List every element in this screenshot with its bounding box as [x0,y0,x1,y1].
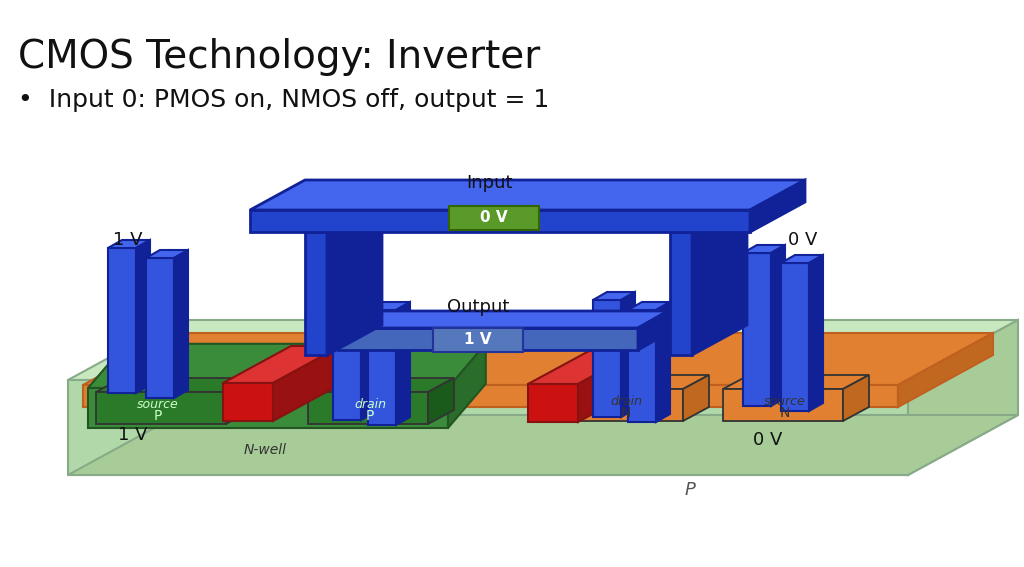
Polygon shape [750,180,805,232]
Text: Output: Output [446,298,509,316]
Polygon shape [908,320,1018,475]
Polygon shape [223,346,341,383]
Text: drain: drain [610,395,642,408]
Polygon shape [223,383,273,421]
Polygon shape [83,333,993,385]
Polygon shape [628,310,656,422]
Text: 0 V: 0 V [788,231,817,249]
Polygon shape [528,351,639,384]
Polygon shape [88,388,449,428]
Polygon shape [638,311,668,350]
Polygon shape [88,344,485,388]
Polygon shape [578,351,639,422]
Polygon shape [670,202,746,232]
Polygon shape [568,375,709,389]
Polygon shape [428,378,454,424]
Polygon shape [628,302,670,310]
Text: 1 V: 1 V [118,426,147,444]
Text: drain: drain [354,398,386,411]
Polygon shape [308,378,454,392]
Polygon shape [692,202,746,355]
Polygon shape [843,375,869,421]
Polygon shape [146,250,188,258]
Text: 0 V: 0 V [753,431,782,449]
Polygon shape [368,310,396,425]
Polygon shape [593,300,621,417]
Polygon shape [305,202,382,232]
Text: P: P [366,409,374,423]
Polygon shape [809,255,823,411]
Text: CMOS Technology: Inverter: CMOS Technology: Inverter [18,38,541,76]
Text: N: N [780,406,791,420]
Polygon shape [781,255,823,263]
Text: source: source [137,398,179,411]
Polygon shape [68,415,1018,475]
Polygon shape [723,375,869,389]
Polygon shape [670,232,692,355]
Polygon shape [68,320,1018,380]
Polygon shape [338,328,638,350]
Polygon shape [250,210,750,232]
Polygon shape [743,253,771,406]
Polygon shape [327,202,382,355]
Text: Input: Input [467,174,513,192]
Polygon shape [174,250,188,398]
Polygon shape [781,263,809,411]
Text: P: P [154,409,162,423]
Polygon shape [528,384,578,422]
Polygon shape [308,392,428,424]
Polygon shape [146,258,174,398]
Polygon shape [83,385,898,407]
Polygon shape [723,389,843,421]
Polygon shape [396,302,410,425]
Text: 0 V: 0 V [480,210,508,226]
Polygon shape [449,344,485,428]
Polygon shape [68,380,908,475]
Polygon shape [621,292,635,417]
Text: 1 V: 1 V [113,231,142,249]
Polygon shape [368,302,410,310]
Text: 1 V: 1 V [464,332,492,348]
Text: N: N [621,406,631,420]
FancyBboxPatch shape [449,206,539,230]
Polygon shape [96,392,226,424]
Polygon shape [743,245,785,253]
Text: P: P [685,481,695,499]
Text: source: source [764,395,806,408]
Polygon shape [338,311,668,328]
Polygon shape [333,292,375,300]
Polygon shape [136,240,150,393]
Polygon shape [656,302,670,422]
Polygon shape [108,248,136,393]
FancyBboxPatch shape [433,328,523,352]
Text: •  Input 0: PMOS on, NMOS off, output = 1: • Input 0: PMOS on, NMOS off, output = 1 [18,88,549,112]
Polygon shape [96,378,252,392]
Polygon shape [683,375,709,421]
Text: N-well: N-well [244,443,287,457]
Polygon shape [593,292,635,300]
Polygon shape [898,333,993,407]
Polygon shape [568,389,683,421]
Polygon shape [333,300,361,420]
Polygon shape [771,245,785,406]
Polygon shape [108,240,150,248]
Polygon shape [250,180,805,210]
Polygon shape [273,346,341,421]
Polygon shape [305,232,327,355]
Polygon shape [226,378,252,424]
Polygon shape [361,292,375,420]
